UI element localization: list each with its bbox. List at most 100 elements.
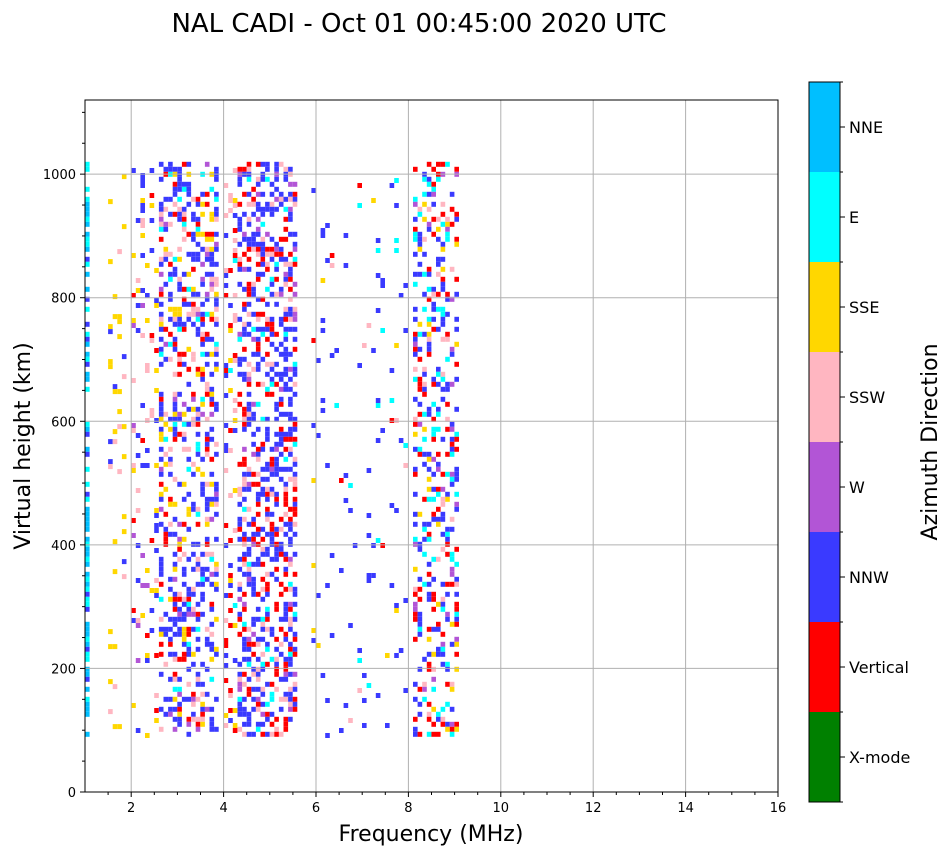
echo-cell [426,286,432,292]
echo-cell [431,416,436,422]
echo-cell [200,596,205,602]
echo-cell [228,493,233,498]
echo-cell [278,546,284,552]
echo-cell [440,661,446,667]
echo-cell [85,286,90,292]
echo-cell [200,481,205,487]
echo-cell [163,326,169,332]
echo-cell [204,551,210,557]
echo-cell [357,658,362,663]
echo-cell [177,206,182,212]
echo-cell [191,506,196,512]
echo-cell [292,381,298,387]
echo-cell [274,461,279,467]
echo-cell [380,543,385,548]
echo-cell [172,436,178,442]
echo-cell [214,246,219,252]
echo-cell [214,486,219,492]
echo-cell [246,376,252,382]
echo-cell [260,221,266,227]
echo-cell [191,236,196,242]
echo-cell [195,241,201,247]
echo-cell [269,731,275,737]
echo-cell [191,711,196,717]
echo-cell [288,266,293,272]
echo-cell [242,506,247,512]
echo-cell [191,541,196,547]
echo-cell [177,216,182,222]
echo-cell [232,528,238,533]
echo-cell [158,261,164,267]
echo-cell [325,223,330,228]
echo-cell [357,688,362,693]
echo-cell [265,591,270,597]
echo-cell [237,726,243,732]
echo-cell [255,706,261,712]
echo-cell [154,463,159,468]
echo-cell [204,386,210,392]
echo-cell [426,561,432,567]
echo-cell [417,421,423,427]
colorbar-tick-label: X-mode [849,748,910,767]
echo-cell [431,651,436,657]
echo-cell [209,706,215,712]
echo-cell [288,216,293,222]
echo-cell [426,731,432,737]
echo-cell [232,353,238,358]
echo-cell [269,316,275,322]
echo-cell [251,561,256,567]
echo-cell [191,391,196,397]
echo-cell [431,286,436,292]
echo-cell [204,311,210,317]
echo-cell [449,421,455,427]
echo-cell [454,476,459,482]
echo-cell [177,691,182,697]
echo-cell [163,451,169,457]
echo-cell [242,191,247,197]
echo-cell [181,641,187,647]
echo-cell [177,246,182,252]
echo-cell [121,354,127,360]
echo-cell [246,466,252,472]
echo-cell [288,656,293,662]
echo-cell [85,351,90,357]
echo-cell [311,338,316,343]
echo-cell [283,326,289,332]
echo-cell [255,606,261,612]
echo-cell [426,316,432,322]
echo-cell [214,481,219,487]
echo-cell [260,296,266,302]
echo-cell [121,529,127,535]
echo-cell [121,174,127,180]
echo-cell [278,246,284,252]
echo-cell [426,266,432,272]
echo-cell [260,251,266,257]
echo-cell [413,466,418,472]
echo-cell [181,161,187,167]
echo-cell [200,376,205,382]
echo-cell [251,671,256,677]
echo-cell [440,161,446,167]
echo-cell [117,319,122,325]
echo-cell [422,331,427,337]
echo-cell [163,541,169,547]
echo-cell [186,681,192,687]
echo-cell [204,536,210,542]
echo-cell [274,406,279,412]
echo-cell [445,681,450,687]
echo-cell [181,481,187,487]
echo-cell [371,573,376,578]
echo-cell [163,206,169,212]
echo-cell [191,291,196,297]
echo-cell [422,176,427,182]
echo-cell [260,691,266,697]
echo-cell [292,521,298,527]
echo-cell [292,511,298,517]
echo-cell [375,693,381,698]
echo-cell [436,161,441,167]
echo-cell [269,181,275,187]
echo-cell [436,516,441,522]
echo-cell [117,314,122,320]
echo-cell [140,333,145,338]
echo-cell [214,361,219,367]
